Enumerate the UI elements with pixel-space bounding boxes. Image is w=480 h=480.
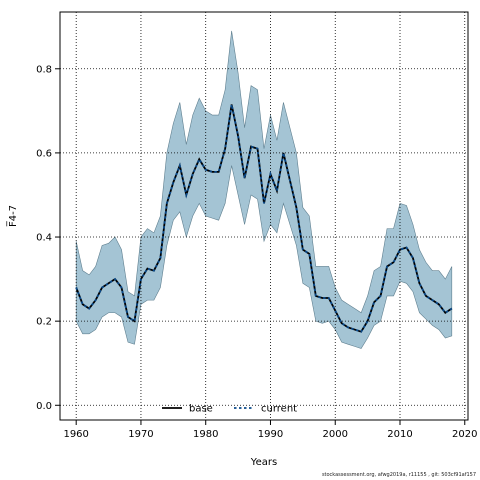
grid-layer [60,12,468,420]
legend: base current [162,404,297,415]
y-tick-label: 0.8 [36,64,52,75]
y-tick-label: 0.6 [36,148,52,159]
plot-frame [59,11,469,421]
x-tick-label: 2010 [387,429,412,440]
x-tick-label: 2020 [452,429,477,440]
x-tick-label: 1990 [258,429,283,440]
x-tick-label: 2000 [323,429,348,440]
y-axis-title: F̅4-7 [6,205,19,227]
confidence-band-layer [75,30,453,349]
x-tick-label: 1980 [193,429,218,440]
series-line-current [75,104,453,333]
footer-text: stockassessment.org, afwg2019a, r11155 ,… [321,472,476,478]
confidence-band [75,30,453,349]
series-layer [75,104,453,333]
x-tick-label: 1960 [63,429,88,440]
y-tick-label: 0.4 [36,233,52,244]
x-tick-label: 1970 [128,429,153,440]
y-tick-label: 0.0 [36,401,52,412]
y-tick-label: 0.2 [36,317,52,328]
legend-label-current: current [261,404,297,415]
legend-label-base: base [189,404,213,415]
axis-layer: 1960 1970 1980 1990 2000 2010 2020 0.0 0.2 0.4 0.6… [36,11,477,440]
x-axis-title: Years [250,457,277,468]
